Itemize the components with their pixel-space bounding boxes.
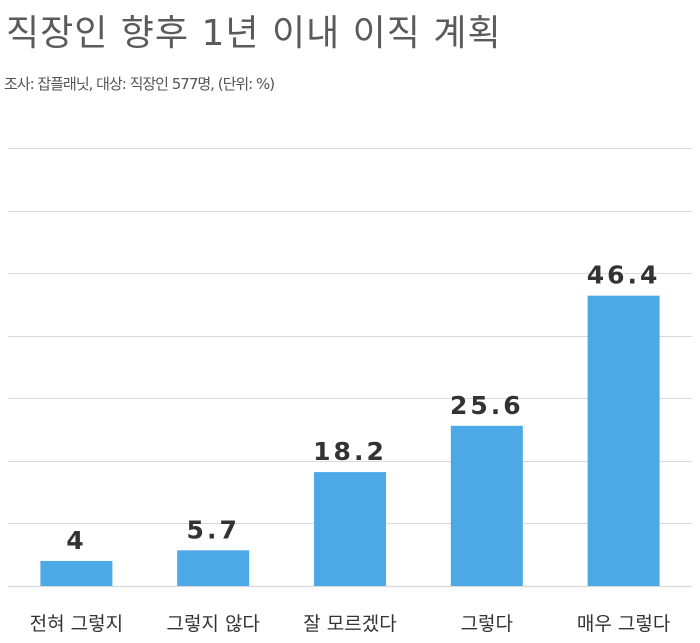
category-label-1: 전혀 그렇지	[30, 613, 123, 635]
data-labels: 4 5.7 18.2 25.6 46.4	[66, 261, 661, 555]
bar-series	[40, 295, 660, 586]
bar-3	[314, 472, 386, 586]
category-label-3: 잘 모르겠다	[303, 613, 396, 635]
data-label-5: 46.4	[587, 261, 661, 290]
chart-subtitle: 조사: 잡플래닛, 대상: 직장인 577명, (단위: %)	[4, 75, 275, 93]
category-labels: 전혀 그렇지 그렇지 않다 잘 모르겠다 그렇다 매우 그렇다	[30, 613, 671, 635]
data-label-4: 25.6	[450, 391, 524, 420]
data-label-2: 5.7	[187, 515, 240, 544]
category-label-2: 그렇지 않다	[166, 613, 259, 635]
data-label-1: 4	[66, 526, 86, 555]
category-label-5: 매우 그렇다	[577, 613, 670, 635]
data-label-3: 18.2	[313, 437, 387, 466]
bar-2	[177, 550, 250, 586]
chart-title: 직장인 향후 1년 이내 이직 계획	[6, 13, 502, 54]
bar-1	[40, 560, 113, 586]
category-label-4: 그렇다	[461, 613, 513, 635]
bar-4	[450, 425, 523, 586]
bar-5	[587, 295, 660, 586]
